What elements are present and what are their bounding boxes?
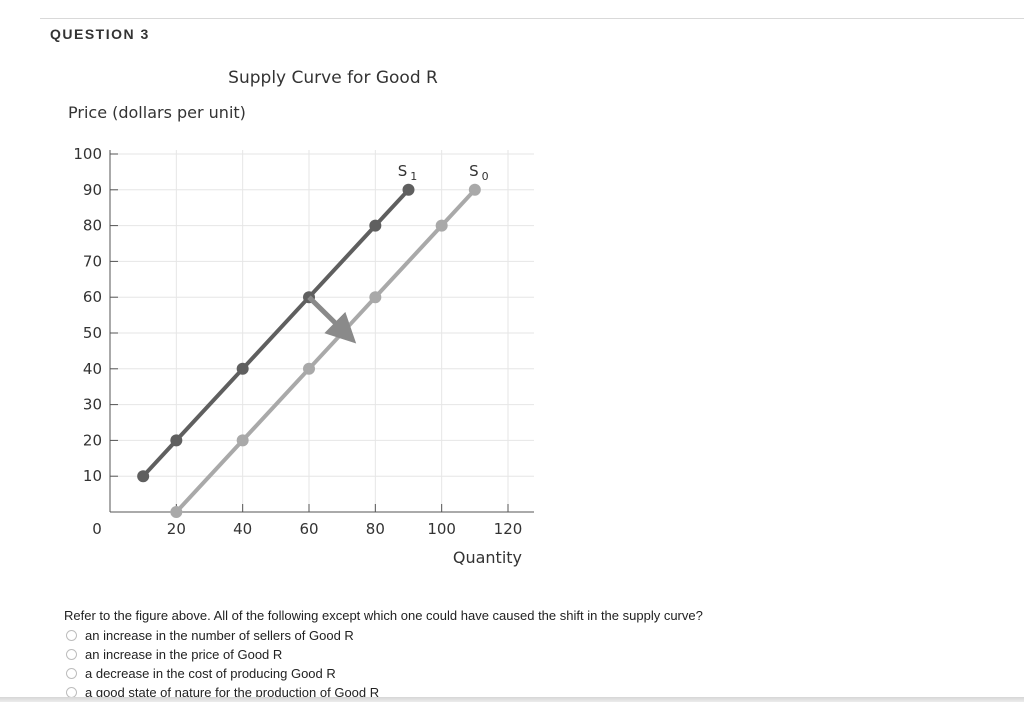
origin-label: 0 xyxy=(92,520,102,538)
data-point-s1 xyxy=(369,219,382,232)
y-tick-label: 30 xyxy=(83,396,102,414)
x-tick-label: 80 xyxy=(366,520,385,538)
x-tick-label: 60 xyxy=(299,520,318,538)
y-tick-label: 100 xyxy=(73,145,102,163)
data-point-s0 xyxy=(435,219,448,232)
data-point-s1 xyxy=(170,434,183,447)
radio-button-icon[interactable] xyxy=(66,667,77,679)
data-point-s0 xyxy=(468,183,481,196)
data-point-s0 xyxy=(303,362,315,375)
data-point-s0 xyxy=(236,434,249,447)
question-header: QUESTION 3 xyxy=(50,26,150,42)
shift-arrow xyxy=(307,295,357,344)
y-tick-label: 60 xyxy=(83,288,102,306)
y-tick-label: 10 xyxy=(83,467,102,485)
x-tick-label: 120 xyxy=(494,520,523,538)
answer-option-label: a decrease in the cost of producing Good… xyxy=(85,665,336,681)
y-tick-label: 20 xyxy=(83,431,102,449)
top-divider xyxy=(40,18,1024,19)
x-tick-label: 100 xyxy=(427,520,456,538)
x-axis-label: Quantity xyxy=(453,548,522,567)
question-prompt: Refer to the figure above. All of the fo… xyxy=(64,608,703,623)
y-tick-label: 90 xyxy=(83,181,102,199)
series-line-s1 xyxy=(141,187,411,479)
answer-option-1[interactable]: an increase in the number of sellers of … xyxy=(66,626,354,644)
x-tick-label: 40 xyxy=(233,520,252,538)
answer-option-label: an increase in the number of sellers of … xyxy=(85,627,354,643)
answer-option-3[interactable]: a decrease in the cost of producing Good… xyxy=(66,664,336,682)
data-point-s1 xyxy=(137,470,150,483)
answer-option-label: an increase in the price of Good R xyxy=(85,646,283,662)
radio-button-icon[interactable] xyxy=(66,648,77,660)
answer-option-label: a good state of nature for the productio… xyxy=(85,684,380,700)
y-tick-label: 50 xyxy=(83,324,102,342)
data-point-s0 xyxy=(170,506,183,518)
data-point-s1 xyxy=(236,362,249,375)
answer-option-2[interactable]: an increase in the price of Good R xyxy=(66,645,282,663)
data-point-s0 xyxy=(369,291,382,304)
x-tick-label: 20 xyxy=(167,520,186,538)
y-axis-label: Price (dollars per unit) xyxy=(68,103,246,122)
y-tick-label: 80 xyxy=(83,217,102,235)
bottom-divider xyxy=(0,697,1024,702)
chart-title: Supply Curve for Good R xyxy=(228,68,438,88)
series-line-s0 xyxy=(174,187,477,514)
radio-button-icon[interactable] xyxy=(66,629,77,641)
y-tick-label: 70 xyxy=(83,252,102,270)
data-point-s1 xyxy=(402,183,415,196)
supply-chart: 10 20 30 40 50 60 70 80 90 100 20 40 60 80 100 120 0 Supp… xyxy=(68,68,534,567)
radio-button-icon[interactable] xyxy=(66,686,77,698)
y-tick-label: 40 xyxy=(83,360,102,378)
